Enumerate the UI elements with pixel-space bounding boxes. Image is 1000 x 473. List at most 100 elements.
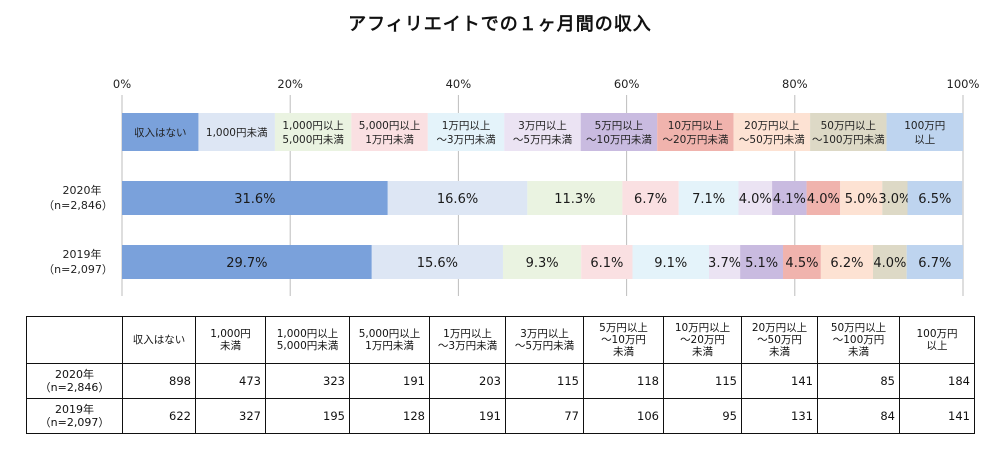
table-header-cell: 1万円以上 ～3万円未満 — [429, 316, 506, 364]
table-cell: 84 — [817, 398, 900, 434]
data-label: 6.5% — [918, 192, 951, 207]
table-cell: 118 — [583, 363, 664, 399]
table-header-cell: 5万円以上 ～10万円 未満 — [583, 316, 664, 364]
table-cell: 184 — [899, 363, 975, 399]
data-table: 収入はない 1,000円 未満 1,000円以上 5,000円未満 5,000円以上 1万円… — [26, 316, 975, 434]
table-corner-cell — [26, 316, 123, 364]
x-tick-label: 0% — [113, 77, 131, 91]
table-header-cell: 10万円以上 ～20万円 未満 — [663, 316, 742, 364]
table-cell: 195 — [265, 398, 350, 434]
legend-label: 以上 — [914, 134, 935, 146]
stacked-bar-chart: 0% 20% 40% 60% 80% 100% 収入はない 1,000円未満 1,000円以上 5… — [43, 77, 980, 296]
table-header-cell: 100万円 以上 — [899, 316, 975, 364]
legend-label: ～10万円未満 — [586, 134, 652, 146]
bar-segment — [502, 245, 582, 279]
table-cell: 115 — [505, 363, 584, 399]
table-row: 2019年 （n=2,097） 622 327 195 128 191 77 106 95 131 8… — [26, 398, 975, 434]
legend-label: ～20万円未満 — [662, 134, 728, 146]
legend-label: ～100万円未満 — [812, 134, 885, 146]
legend-swatch — [580, 113, 658, 151]
bar-segment — [122, 245, 372, 279]
series-sublabel: （n=2,097） — [43, 263, 113, 276]
table-cell: 141 — [899, 398, 975, 434]
series-label: 2019年 — [63, 247, 102, 261]
legend-swatch — [886, 113, 963, 151]
bar-segment — [740, 245, 784, 279]
data-label: 7.1% — [692, 192, 725, 207]
bar-segment — [122, 181, 388, 215]
bar-segment — [820, 245, 874, 279]
legend-label: 1万円未満 — [365, 134, 414, 146]
table-header-row: 収入はない 1,000円 未満 1,000円以上 5,000円未満 5,000円以上 1万円… — [26, 316, 975, 364]
legend-label: 5,000円以上 — [359, 120, 421, 132]
table-cell: 191 — [429, 398, 506, 434]
legend-label: 収入はない — [134, 127, 187, 139]
table-row: 2020年 （n=2,846） 898 473 323 191 203 115 118 115 14… — [26, 363, 975, 399]
table-header-cell: 1,000円以上 5,000円未満 — [265, 316, 350, 364]
data-label: 4.5% — [785, 256, 818, 271]
bar-segment — [622, 181, 679, 215]
legend-swatch — [198, 113, 275, 151]
legend-label: ～50万円未満 — [739, 134, 805, 146]
legend-swatch — [733, 113, 811, 151]
legend-label: 100万円 — [904, 120, 945, 132]
table-cell: 115 — [663, 363, 742, 399]
x-tick-label: 20% — [277, 77, 303, 91]
legend-swatch — [351, 113, 428, 151]
x-tick-label: 80% — [782, 77, 808, 91]
legend-swatch — [274, 113, 352, 151]
x-tick-label: 60% — [614, 77, 640, 91]
table-header-cell: 1,000円 未満 — [195, 316, 266, 364]
legend-swatch — [122, 113, 199, 151]
bar-segment — [873, 245, 907, 279]
data-label: 31.6% — [234, 192, 275, 207]
legend-label: 3万円以上 — [518, 120, 567, 132]
data-label: 4.0% — [807, 192, 840, 207]
legend-swatch — [657, 113, 734, 151]
data-label: 6.2% — [830, 256, 863, 271]
bar-segment — [840, 181, 883, 215]
table-header-cell: 3万円以上 ～5万円未満 — [505, 316, 584, 364]
table-header-cell: 5,000円以上 1万円未満 — [349, 316, 430, 364]
bar-segment — [371, 245, 503, 279]
series-sublabel: （n=2,846） — [43, 199, 113, 212]
x-tick-label: 40% — [446, 77, 472, 91]
x-tick-label: 100% — [947, 77, 980, 91]
bar-segment — [678, 181, 739, 215]
table-cell: 191 — [349, 363, 430, 399]
data-label: 11.3% — [554, 192, 595, 207]
table-cell: 898 — [122, 363, 196, 399]
bar-segment — [772, 181, 807, 215]
table-cell: 622 — [122, 398, 196, 434]
bar-segment — [906, 245, 963, 279]
legend-label: 1,000円未満 — [206, 127, 268, 139]
data-label: 9.3% — [526, 256, 559, 271]
data-label: 4.0% — [873, 256, 906, 271]
bar-segment — [581, 245, 633, 279]
bar-segment — [709, 245, 741, 279]
legend-label: 5,000円未満 — [282, 134, 344, 146]
table-row-label: 2019年 （n=2,097） — [26, 398, 123, 434]
data-label: 16.6% — [437, 192, 478, 207]
legend-label: 1万円以上 — [442, 120, 491, 132]
legend-label: 10万円以上 — [668, 120, 723, 132]
table-header-cell: 収入はない — [122, 316, 196, 364]
data-label: 29.7% — [226, 256, 267, 271]
legend-swatch — [427, 113, 505, 151]
data-label: 6.7% — [634, 192, 667, 207]
bar-segment — [527, 181, 623, 215]
table-cell: 473 — [195, 363, 266, 399]
bar-segment — [783, 245, 821, 279]
legend-label: 50万円以上 — [821, 120, 876, 132]
table-cell: 77 — [505, 398, 584, 434]
legend-label: 5万円以上 — [595, 120, 644, 132]
data-label: 3.0% — [878, 192, 911, 207]
table-cell: 95 — [663, 398, 742, 434]
bar-segment — [632, 245, 710, 279]
data-label: 15.6% — [417, 256, 458, 271]
legend-swatch — [504, 113, 581, 151]
legend-label: 20万円以上 — [744, 120, 799, 132]
data-label: 4.0% — [739, 192, 772, 207]
data-label: 5.1% — [745, 256, 778, 271]
table-header-cell: 50万円以上 ～100万円 未満 — [817, 316, 900, 364]
